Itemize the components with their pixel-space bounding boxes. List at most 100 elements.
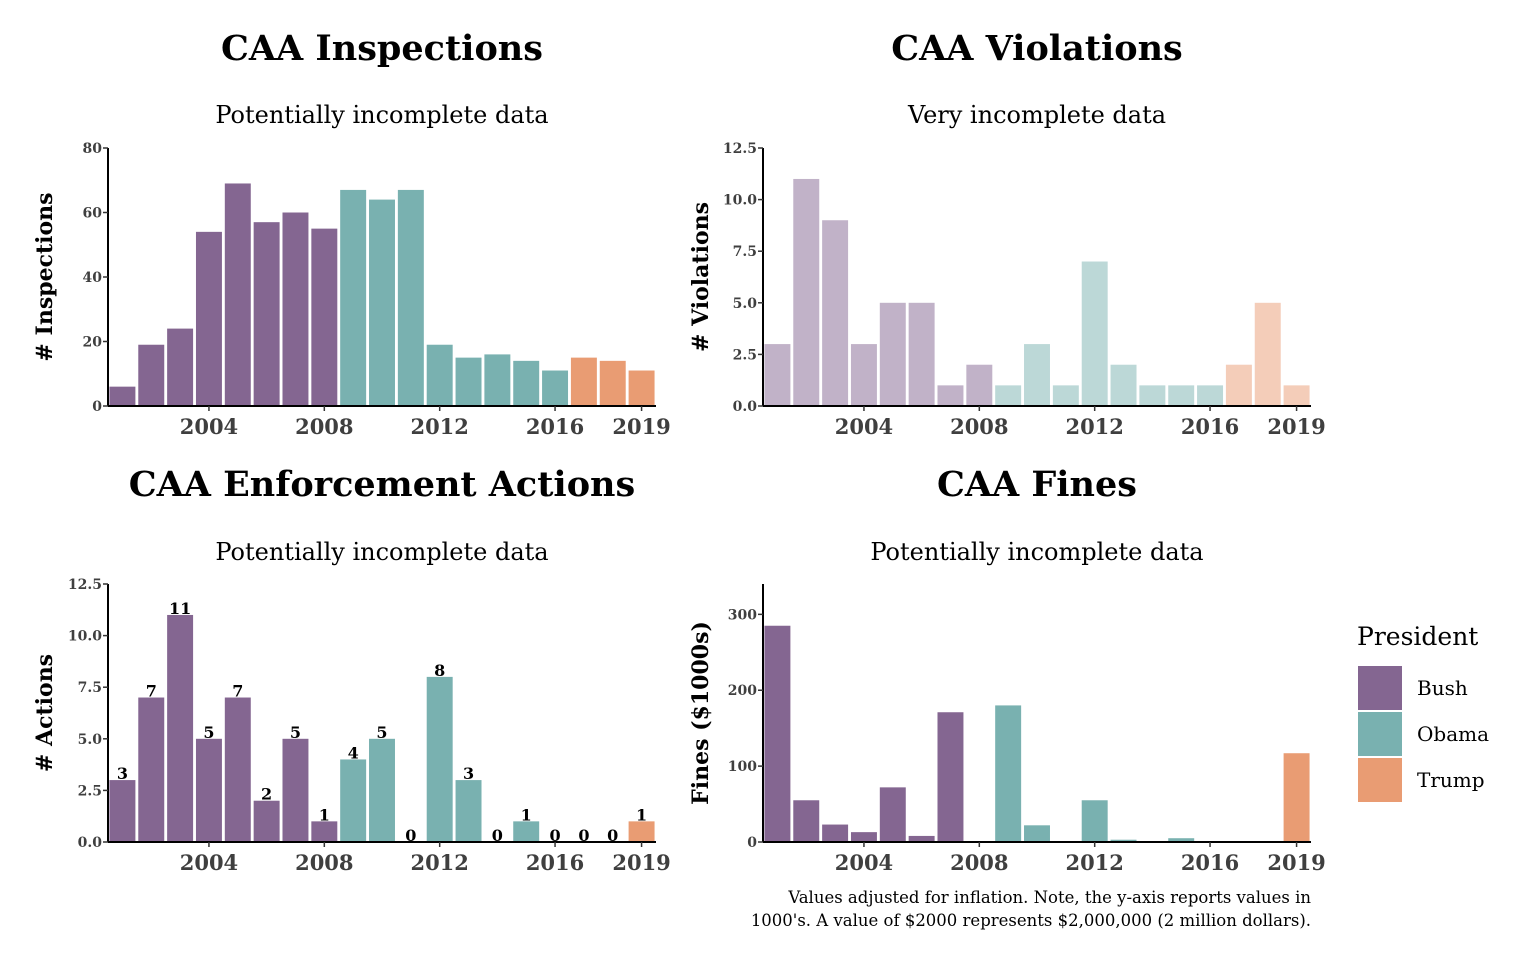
bar [850,344,877,406]
bar [1168,385,1195,406]
y-tick-label: 5.0 [78,732,103,748]
data-label: 4 [348,743,359,762]
y-tick-label: 0 [92,399,102,415]
legend-title: President [1357,622,1478,651]
bar [109,780,136,842]
y-axis-label: # Inspections [32,192,58,361]
y-tick-label: 60 [83,206,103,222]
chart-panel-4: CAA Fines Potentially incomplete data 0 100… [688,464,1326,930]
y-tick-label: 2.5 [733,347,757,363]
data-label: 5 [203,723,214,742]
chart-subtitle: Very incomplete data [907,101,1166,129]
y-tick-label: 200 [728,683,757,699]
chart-subtitle: Potentially incomplete data [870,538,1203,566]
y-tick-label: 7.5 [733,244,757,260]
bar [764,625,791,842]
bar [513,821,540,842]
bar [195,738,222,842]
bar [311,821,338,842]
bar [311,228,338,407]
bar [995,705,1022,842]
bar [484,354,511,406]
bar [908,302,935,406]
bar [224,697,251,842]
data-label: 3 [463,764,474,783]
x-tick-label: 2019 [612,850,670,875]
bar [340,759,367,842]
chart-panel-2: CAA Violations Very incomplete data 0.0 2.5… [688,28,1326,439]
y-tick-label: 0.0 [78,835,103,851]
x-tick-label: 2016 [526,414,584,439]
bar [1081,800,1108,842]
chart-title: CAA Enforcement Actions [129,464,635,505]
x-tick-label: 2008 [295,414,353,439]
bar [1254,302,1281,406]
bar [138,344,165,406]
bar [455,780,482,842]
y-tick-label: 0 [747,835,757,851]
y-tick-label: 0.0 [733,399,758,415]
bar [908,835,935,842]
bar [253,800,280,842]
bar [599,360,626,406]
bar [793,800,820,842]
x-tick-label: 2016 [1181,414,1239,439]
bar [628,821,655,842]
bar [109,386,136,406]
x-tick-label: 2004 [180,850,238,875]
chart-panel-1: CAA Inspections Potentially incomplete da… [32,28,671,439]
bar [879,302,906,406]
legend-label: Trump [1417,768,1485,792]
chart-panel-3: CAA Enforcement Actions Potentially incom… [32,464,671,875]
data-label: 0 [492,826,503,845]
bar [1139,385,1166,406]
bar [822,220,849,406]
chart-title: CAA Inspections [221,28,543,69]
x-tick-label: 2012 [410,850,468,875]
x-tick-label: 2008 [950,850,1008,875]
data-label: 11 [169,599,191,618]
y-tick-label: 12.5 [723,141,757,157]
y-tick-label: 100 [728,759,757,775]
legend-swatch [1358,758,1402,802]
y-tick-label: 7.5 [78,680,102,696]
x-tick-label: 2019 [1267,850,1325,875]
data-label: 0 [607,826,618,845]
chart-subtitle: Potentially incomplete data [215,101,548,129]
x-tick-label: 2019 [612,414,670,439]
bar [224,183,251,406]
y-tick-label: 40 [83,270,103,286]
chart-caption: Values adjusted for inflation. Note, the… [787,888,1311,907]
data-label: 0 [549,826,560,845]
x-tick-label: 2016 [1181,850,1239,875]
data-label: 5 [290,723,301,742]
x-tick-label: 2012 [1065,414,1123,439]
bar [793,178,820,406]
chart-title: CAA Violations [891,28,1182,69]
bar [340,189,367,406]
legend: President Bush Obama Trump [1357,622,1489,802]
y-axis-label: # Actions [32,654,58,772]
bar [937,385,964,406]
y-tick-label: 10.0 [723,193,757,209]
y-tick-label: 300 [728,607,757,623]
x-tick-label: 2008 [295,850,353,875]
x-tick-label: 2008 [950,414,1008,439]
bar [1024,344,1050,406]
legend-swatch [1358,712,1402,756]
bar [1283,753,1310,842]
data-label: 7 [146,682,157,701]
y-tick-label: 80 [83,141,103,157]
data-label: 1 [521,805,532,824]
bar [850,832,877,842]
bar [879,787,906,842]
bar [628,370,655,406]
bar [1110,364,1137,406]
bar [426,676,453,842]
data-label: 1 [636,805,647,824]
bar [966,364,993,406]
bar [1110,839,1137,842]
data-label: 1 [319,805,330,824]
data-label: 2 [261,785,272,804]
bar [138,697,165,842]
